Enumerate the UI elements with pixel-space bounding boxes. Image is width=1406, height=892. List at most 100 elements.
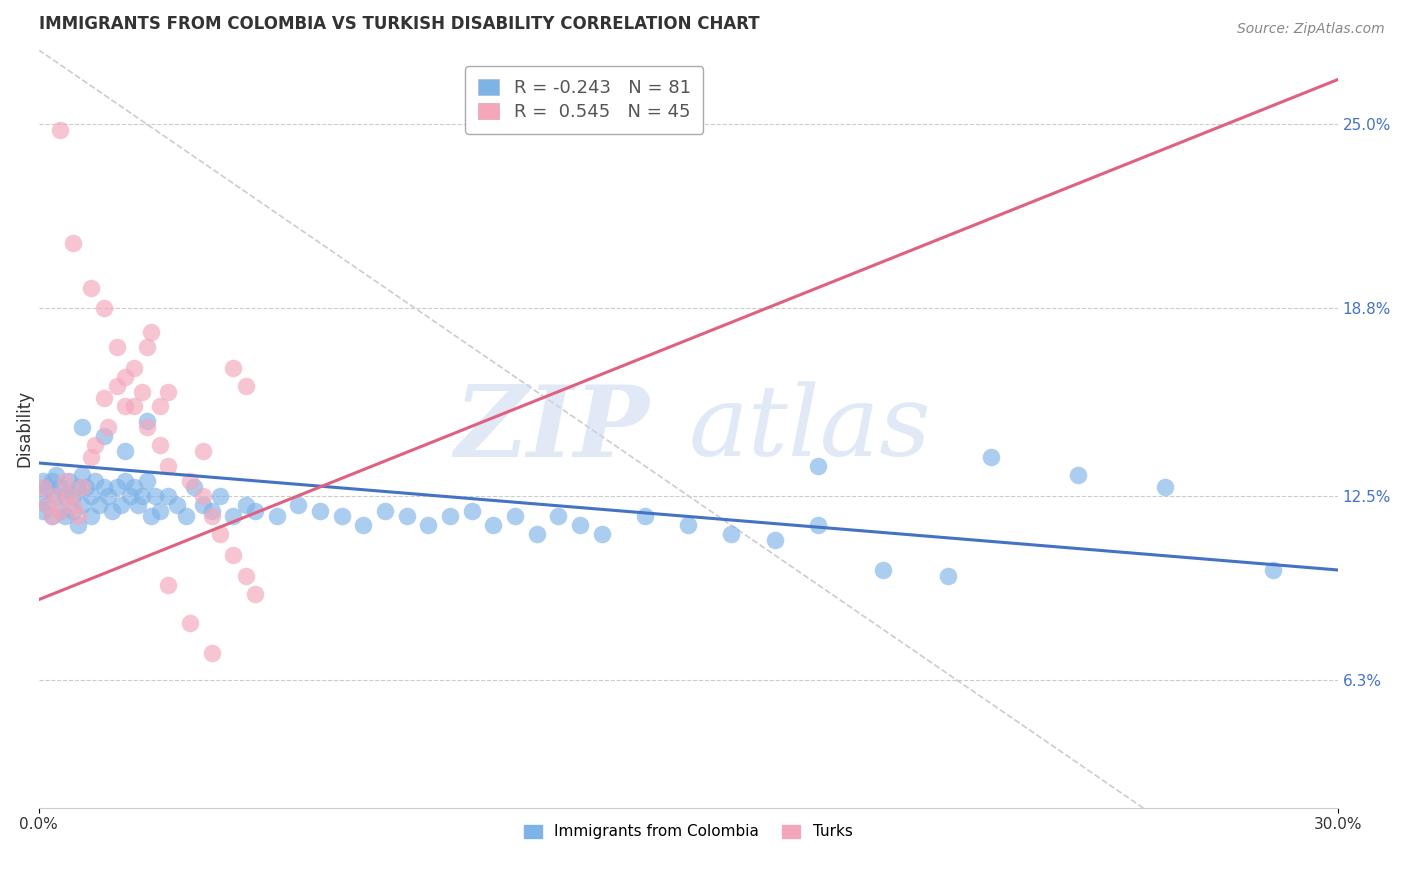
Point xyxy=(49,123,72,137)
Point xyxy=(352,518,374,533)
Point xyxy=(79,489,101,503)
Point xyxy=(720,527,742,541)
Point xyxy=(1067,467,1090,482)
Point xyxy=(936,569,959,583)
Point xyxy=(872,563,894,577)
Point xyxy=(201,646,224,660)
Point xyxy=(41,509,63,524)
Point xyxy=(53,474,76,488)
Point xyxy=(222,509,245,524)
Point xyxy=(131,489,153,503)
Point xyxy=(93,429,115,443)
Point xyxy=(266,509,288,524)
Point xyxy=(191,489,214,503)
Point xyxy=(135,414,157,428)
Point xyxy=(591,527,613,541)
Point xyxy=(763,533,786,548)
Point xyxy=(634,509,657,524)
Point xyxy=(114,474,136,488)
Point xyxy=(235,498,257,512)
Point xyxy=(45,489,67,503)
Point xyxy=(309,503,332,517)
Point xyxy=(287,498,309,512)
Point xyxy=(209,489,232,503)
Point xyxy=(70,480,93,494)
Point xyxy=(807,458,830,473)
Point xyxy=(127,498,149,512)
Point xyxy=(374,503,396,517)
Point xyxy=(93,391,115,405)
Point xyxy=(114,369,136,384)
Legend: Immigrants from Colombia, Turks: Immigrants from Colombia, Turks xyxy=(517,818,859,846)
Point xyxy=(62,503,84,517)
Point xyxy=(97,420,120,434)
Point xyxy=(157,458,180,473)
Point xyxy=(79,280,101,294)
Point xyxy=(149,503,172,517)
Point xyxy=(75,480,97,494)
Point xyxy=(49,480,72,494)
Point xyxy=(568,518,591,533)
Point xyxy=(89,498,111,512)
Point xyxy=(141,509,163,524)
Point xyxy=(37,498,59,512)
Point xyxy=(243,503,266,517)
Point xyxy=(114,400,136,414)
Point xyxy=(201,503,224,517)
Point xyxy=(135,340,157,354)
Point xyxy=(70,467,93,482)
Point xyxy=(37,498,59,512)
Point xyxy=(149,400,172,414)
Point xyxy=(418,518,440,533)
Point xyxy=(243,587,266,601)
Point xyxy=(135,474,157,488)
Point xyxy=(330,509,353,524)
Point xyxy=(110,498,132,512)
Point xyxy=(53,489,76,503)
Point xyxy=(101,503,124,517)
Point xyxy=(1261,563,1284,577)
Point xyxy=(53,509,76,524)
Point xyxy=(62,498,84,512)
Point xyxy=(482,518,505,533)
Point xyxy=(83,474,105,488)
Point xyxy=(676,518,699,533)
Point xyxy=(141,325,163,339)
Point xyxy=(1153,480,1175,494)
Point xyxy=(201,509,224,524)
Point xyxy=(174,509,197,524)
Point xyxy=(209,527,232,541)
Point xyxy=(49,503,72,517)
Point xyxy=(179,616,201,631)
Point xyxy=(157,489,180,503)
Point xyxy=(122,360,145,375)
Point xyxy=(66,480,89,494)
Point xyxy=(62,235,84,250)
Point xyxy=(526,527,548,541)
Text: ZIP: ZIP xyxy=(454,381,650,477)
Point xyxy=(222,548,245,562)
Point xyxy=(49,503,72,517)
Point xyxy=(183,480,205,494)
Point xyxy=(157,578,180,592)
Point xyxy=(105,378,128,392)
Point xyxy=(32,474,55,488)
Point xyxy=(79,509,101,524)
Point xyxy=(460,503,482,517)
Point xyxy=(79,450,101,464)
Point xyxy=(32,503,55,517)
Point xyxy=(122,480,145,494)
Text: atlas: atlas xyxy=(688,381,931,476)
Point xyxy=(105,480,128,494)
Point xyxy=(32,489,55,503)
Point xyxy=(191,444,214,458)
Point xyxy=(58,489,80,503)
Point xyxy=(70,498,93,512)
Point xyxy=(66,518,89,533)
Point xyxy=(235,378,257,392)
Point xyxy=(395,509,418,524)
Point xyxy=(222,360,245,375)
Point xyxy=(149,438,172,452)
Point xyxy=(41,509,63,524)
Point xyxy=(131,384,153,399)
